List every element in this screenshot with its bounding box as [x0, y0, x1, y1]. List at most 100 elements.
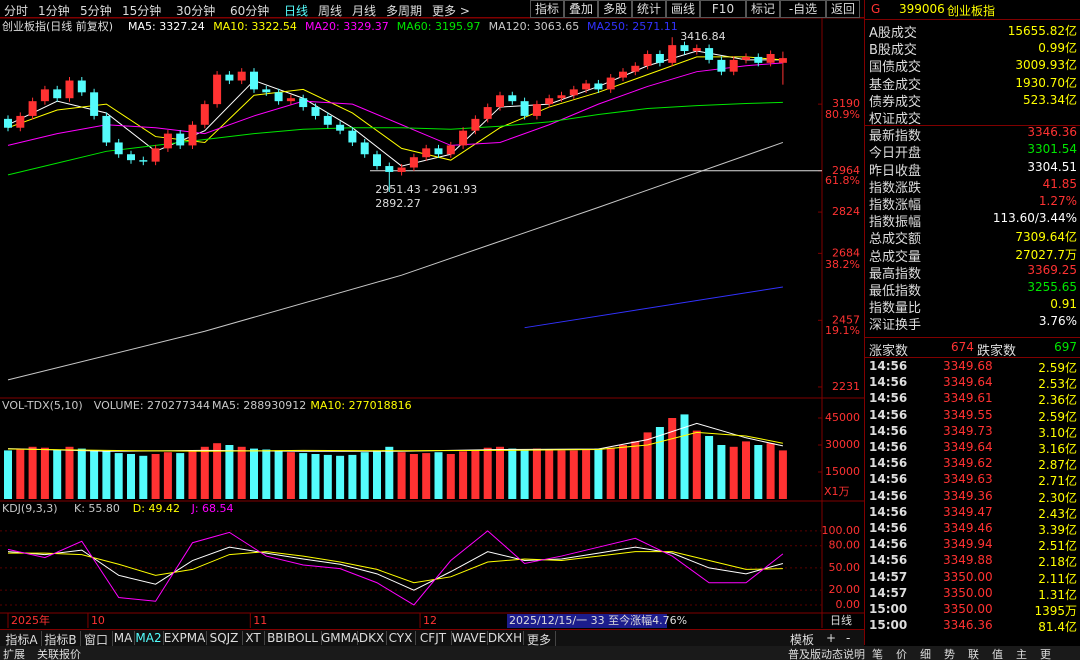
- period-tab[interactable]: 更多 >: [432, 4, 470, 18]
- tool-button[interactable]: F10: [700, 0, 746, 18]
- indicator-tab[interactable]: GMMA: [321, 631, 360, 645]
- status-item[interactable]: 价: [896, 648, 907, 660]
- stat-label: 总成交额: [869, 232, 922, 248]
- status-item[interactable]: 值: [992, 648, 1003, 660]
- breadth-down: 697: [1054, 340, 1077, 354]
- status-item[interactable]: 笔: [872, 648, 883, 660]
- status-item[interactable]: 扩展: [3, 648, 25, 660]
- indicator-tab[interactable]: MA2: [134, 631, 164, 645]
- status-item[interactable]: 细: [920, 648, 931, 660]
- tool-button[interactable]: 统计: [632, 0, 666, 18]
- stat-label: A股成交: [869, 26, 917, 41]
- candle-body: [139, 160, 148, 162]
- period-tab[interactable]: 30分钟: [176, 4, 216, 18]
- tool-button[interactable]: 叠加: [564, 0, 598, 18]
- stat-label: 权证成交: [869, 112, 922, 127]
- status-item[interactable]: 主: [1016, 648, 1027, 660]
- period-tab[interactable]: 日线: [284, 4, 309, 18]
- volume-bar: [176, 453, 185, 499]
- volume-bar: [127, 454, 135, 499]
- kdj-line: [7, 546, 784, 591]
- ma-line: [524, 286, 783, 329]
- candle-body: [286, 98, 295, 102]
- tick-amount: 2.51亿: [1038, 539, 1077, 554]
- stat-label: 最高指数: [869, 266, 922, 282]
- tool-button[interactable]: 标记: [746, 0, 780, 18]
- indicator-tab[interactable]: 窗口: [80, 631, 113, 648]
- candle-body: [717, 59, 726, 72]
- volume-bar: [409, 454, 418, 499]
- candle-body: [520, 101, 529, 116]
- indicator-tab[interactable]: SQJZ: [206, 631, 243, 645]
- status-item[interactable]: 更: [1040, 648, 1051, 660]
- indicator-tab[interactable]: WAVE: [451, 631, 488, 645]
- volume-bar: [237, 446, 246, 499]
- volume-bar: [200, 446, 209, 499]
- indicator-tab[interactable]: DKXH: [487, 631, 524, 645]
- candle-body: [569, 89, 578, 96]
- volume-legend: MA10: 277018816: [310, 399, 411, 412]
- candle-body: [360, 142, 369, 155]
- period-tab[interactable]: 周线: [318, 4, 343, 18]
- candle-body: [434, 148, 443, 155]
- indicator-tab[interactable]: MA: [112, 631, 135, 645]
- y-tick-label: 2964: [832, 164, 860, 177]
- candle-body: [225, 74, 234, 81]
- period-tab[interactable]: 多周期: [386, 4, 423, 18]
- tick-price: 3349.88: [943, 553, 993, 568]
- candle-body: [409, 157, 418, 168]
- indicator-tab[interactable]: 更多: [523, 631, 556, 648]
- tool-button[interactable]: 指标: [530, 0, 564, 18]
- status-item[interactable]: 普及版动态说明: [788, 648, 865, 660]
- tick-price: 3349.68: [943, 359, 993, 373]
- template-button[interactable]: +: [826, 631, 837, 645]
- indicator-tab[interactable]: DKX: [357, 631, 387, 645]
- indicator-tab[interactable]: EXPMA: [163, 631, 207, 645]
- volume-bar: [717, 445, 726, 499]
- period-tab[interactable]: 1分钟: [38, 4, 70, 18]
- candle-body: [397, 167, 406, 172]
- period-tab[interactable]: 月线: [352, 4, 377, 18]
- tool-button[interactable]: 画线: [666, 0, 700, 18]
- indicator-tab[interactable]: CYX: [386, 631, 416, 645]
- tick-amount: 2.53亿: [1038, 377, 1077, 392]
- stat-label: 深证换手: [869, 318, 922, 334]
- tool-button[interactable]: 返回: [826, 0, 860, 18]
- status-item[interactable]: 联: [968, 648, 979, 660]
- period-tab[interactable]: 60分钟: [230, 4, 270, 18]
- volume-bar: [262, 449, 271, 499]
- status-item[interactable]: 势: [944, 648, 955, 660]
- stat-label: 昨日收盘: [869, 163, 922, 179]
- toolbar: 分时 1分钟 5分钟 15分钟 30分钟 60分钟 日线 周线 月线 多周期 更多 > 返回 -自选 标记…: [0, 0, 864, 18]
- candle-body: [496, 95, 504, 108]
- tick-time: 14:56: [869, 504, 908, 519]
- indicator-tab[interactable]: CFJT: [415, 631, 452, 645]
- volume-bar: [655, 427, 664, 499]
- stat-value: 3009.93亿: [1015, 58, 1077, 73]
- period-tab[interactable]: 分时: [4, 4, 29, 18]
- candle-body: [471, 118, 480, 131]
- y-tick-label: 45000: [825, 411, 860, 424]
- indicator-tab[interactable]: 指标B: [41, 631, 81, 648]
- kdj-line: [8, 551, 783, 584]
- status-item[interactable]: 关联报价: [37, 648, 81, 660]
- ma-legend: MA250: 2571.11: [587, 20, 678, 33]
- indicator-tab[interactable]: 指标A: [2, 631, 42, 648]
- candle-body: [766, 53, 775, 63]
- candle-body: [619, 71, 627, 78]
- volume-bar: [28, 446, 37, 499]
- tool-button[interactable]: 多股: [598, 0, 632, 18]
- period-label: 日线: [830, 613, 852, 627]
- stat-label: B股成交: [869, 43, 917, 59]
- volume-bar: [483, 447, 492, 499]
- period-tab[interactable]: 15分钟: [122, 4, 162, 18]
- volume-bar: [582, 449, 591, 499]
- template-button[interactable]: 模板: [790, 633, 815, 647]
- tick-time: 14:56: [869, 359, 908, 373]
- indicator-tab[interactable]: XT: [242, 631, 265, 645]
- period-tab[interactable]: 5分钟: [80, 4, 112, 18]
- tool-button[interactable]: -自选: [780, 0, 826, 18]
- candle-body: [729, 59, 738, 72]
- template-button[interactable]: -: [846, 631, 851, 645]
- indicator-tab[interactable]: BBIBOLL: [264, 631, 322, 645]
